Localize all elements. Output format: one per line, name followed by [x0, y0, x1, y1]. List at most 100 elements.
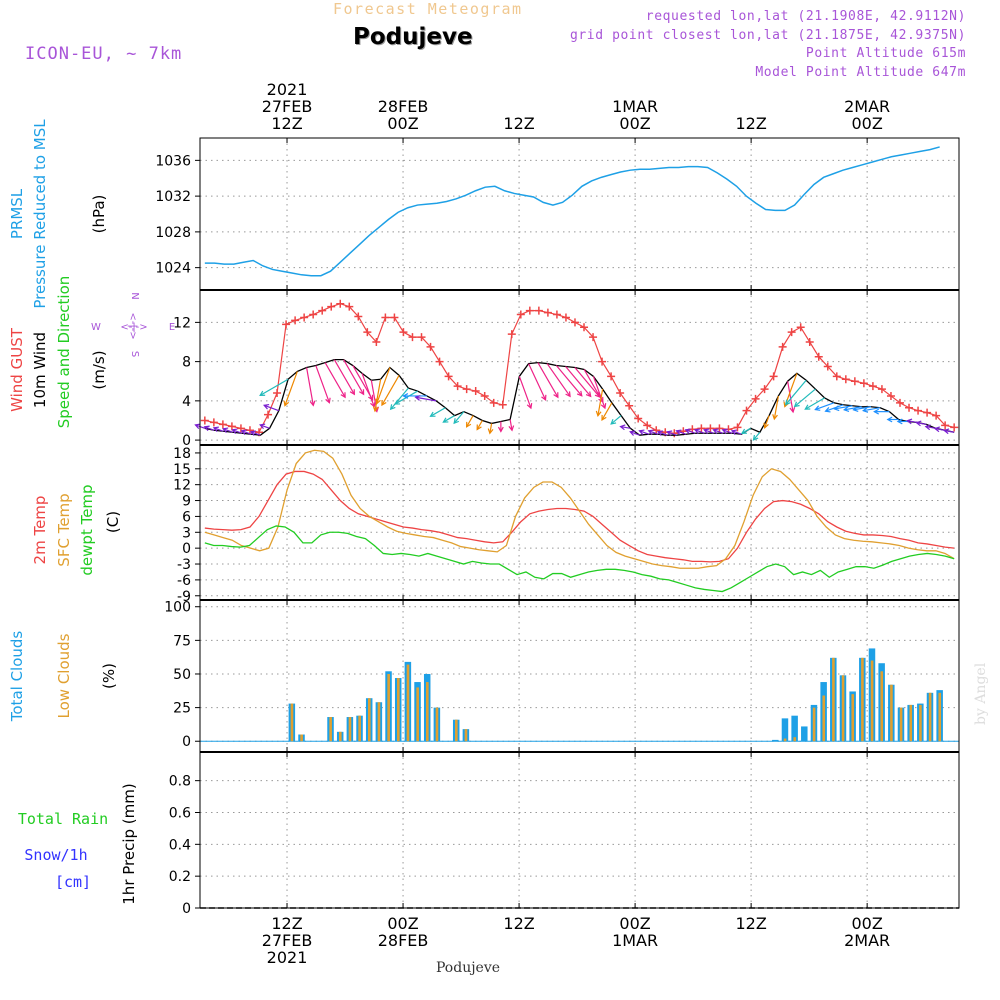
- dir-legend-horizontal: <-|->: [120, 322, 147, 333]
- wind-gust-marker: [914, 406, 923, 415]
- wind-direction-arrow: [713, 429, 724, 434]
- y-tick-label: 0: [182, 901, 191, 917]
- low-cloud-bar: [812, 707, 816, 742]
- low-cloud-bar: [851, 694, 855, 742]
- wind-gust-marker: [850, 377, 859, 386]
- wind-gust-marker: [264, 410, 273, 419]
- wind-direction-arrowhead: [487, 428, 494, 435]
- wind-gust-marker: [552, 310, 561, 319]
- wind-direction-arrow: [657, 431, 668, 436]
- wind-direction-arrow: [250, 431, 261, 436]
- wind-direction-arrowhead: [600, 403, 607, 410]
- wind-gust-marker: [498, 400, 507, 409]
- wind-gust-marker: [236, 424, 245, 433]
- low-cloud-bar: [406, 664, 410, 742]
- dir-legend-vertical: <-|->: [127, 312, 138, 339]
- wind-gust-marker: [453, 382, 462, 391]
- wind-direction-arrow: [546, 363, 571, 397]
- wind-gust-marker: [760, 385, 769, 394]
- wind-direction-arrow: [610, 415, 622, 425]
- y-tick-label: -6: [177, 573, 191, 589]
- wind-direction-arrowhead: [381, 400, 387, 407]
- top-time-label: 2021: [267, 80, 308, 99]
- wind-gust-marker: [841, 375, 850, 384]
- text-layer: 102410281032103604812-9-6-30369121518025…: [8, 80, 890, 967]
- wind-direction-arrow: [620, 425, 631, 429]
- bottom-time-label: 1MAR: [612, 931, 658, 950]
- low-cloud-bar: [290, 703, 294, 742]
- wind-gust-marker: [209, 418, 218, 427]
- bottom-time-label: 00Z: [619, 914, 650, 933]
- wind-gust-marker: [561, 313, 570, 322]
- wind-direction-arrow: [518, 376, 532, 409]
- wind-direction-arrowhead: [585, 391, 592, 398]
- temp-title-dewpt: dewpt Temp: [78, 484, 96, 575]
- low-cloud-bar: [880, 671, 884, 742]
- bottom-time-label: 12Z: [503, 914, 534, 933]
- wind-gust-marker: [462, 385, 471, 394]
- frame-layer: [195, 137, 960, 909]
- top-time-label: 12Z: [503, 114, 534, 133]
- low-cloud-bar: [909, 704, 913, 742]
- wind-direction-arrowhead: [763, 422, 769, 429]
- y-tick-label: 6: [182, 509, 191, 525]
- wind-gust-marker: [625, 401, 634, 410]
- clouds-title-low: Low Clouds: [55, 633, 73, 718]
- wind-gust-marker: [787, 328, 796, 337]
- wind-direction-arrowhead: [601, 414, 607, 422]
- low-cloud-bar: [368, 698, 371, 742]
- low-cloud-bar: [300, 734, 303, 742]
- wind-direction-arrow: [204, 426, 215, 431]
- low-cloud-bar: [426, 682, 429, 742]
- wind-direction-arrowhead: [833, 405, 840, 412]
- wind-direction-arrowhead: [259, 390, 266, 397]
- pressure-title-1: PRMSL: [8, 188, 26, 239]
- wind-title-gust: Wind GUST: [8, 327, 26, 412]
- y-tick-label: 1024: [155, 261, 191, 277]
- wind-direction-arrowhead: [814, 405, 821, 411]
- wind-direction-arrow: [361, 373, 375, 407]
- wind-direction-arrow: [381, 375, 400, 406]
- wind-direction-arrow: [853, 406, 872, 411]
- wind-direction-arrow: [630, 431, 640, 436]
- wind-gust-marker: [580, 323, 589, 332]
- wind-direction-arrow: [944, 429, 955, 433]
- low-cloud-bar: [435, 707, 439, 742]
- wind-direction-arrowhead: [784, 399, 791, 406]
- wind-direction-arrow: [324, 362, 346, 398]
- wind-gust-marker: [823, 362, 832, 371]
- wind-gust-marker: [390, 313, 399, 322]
- wind-gust-marker: [408, 333, 417, 342]
- low-cloud-bar: [870, 660, 874, 742]
- wind-gust-marker: [778, 342, 787, 351]
- pressure-line: [204, 146, 940, 277]
- low-cloud-bar: [822, 695, 826, 742]
- wind-direction-arrowhead: [402, 393, 409, 399]
- dewpoint-line: [204, 525, 955, 593]
- wind-direction-arrow: [376, 367, 391, 404]
- wind-gust-marker: [616, 389, 625, 398]
- wind-gust-marker: [218, 420, 227, 429]
- wind-direction-arrow: [466, 415, 474, 428]
- top-time-label: 00Z: [851, 114, 882, 133]
- wind-gust-marker: [309, 310, 318, 319]
- y-tick-label: 3: [182, 525, 191, 541]
- wind-gust-marker: [426, 342, 435, 351]
- footer-location: Podujeve: [436, 960, 500, 976]
- wind-direction-arrow: [333, 359, 355, 395]
- wind-direction-arrowhead: [309, 400, 316, 407]
- wind-direction-arrowhead: [843, 406, 850, 412]
- wind-direction-arrowhead: [259, 423, 266, 430]
- panel-frame-precip: [199, 751, 960, 909]
- wind-direction-arrowhead: [610, 419, 617, 425]
- wind-direction-arrowhead: [886, 416, 893, 423]
- wind-direction-arrow: [764, 415, 770, 428]
- top-time-label: 00Z: [387, 114, 418, 133]
- dir-legend-e: E: [169, 322, 175, 333]
- wind-direction-arrow: [453, 411, 465, 424]
- wind-gust-marker: [814, 352, 823, 361]
- wind-direction-arrow: [390, 387, 409, 410]
- wind-direction-arrowhead: [915, 420, 922, 427]
- wind-direction-arrowhead: [203, 425, 210, 432]
